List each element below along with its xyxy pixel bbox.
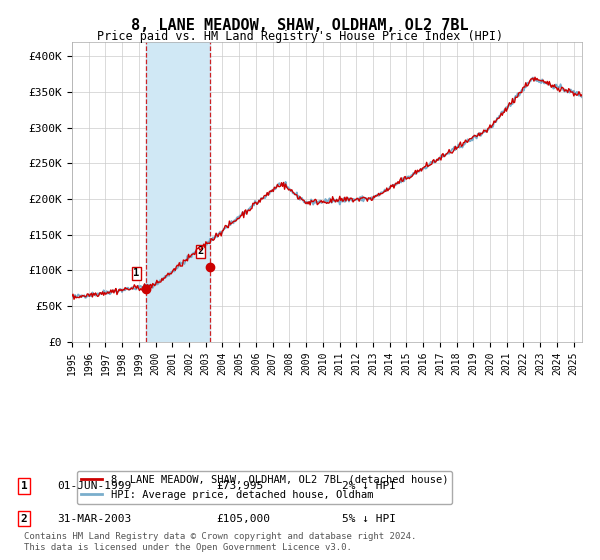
Text: Contains HM Land Registry data © Crown copyright and database right 2024.
This d: Contains HM Land Registry data © Crown c… [24, 532, 416, 552]
Text: 31-MAR-2003: 31-MAR-2003 [57, 514, 131, 524]
Text: Price paid vs. HM Land Registry's House Price Index (HPI): Price paid vs. HM Land Registry's House … [97, 30, 503, 43]
Text: 2% ↓ HPI: 2% ↓ HPI [342, 481, 396, 491]
Legend: 8, LANE MEADOW, SHAW, OLDHAM, OL2 7BL (detached house), HPI: Average price, deta: 8, LANE MEADOW, SHAW, OLDHAM, OL2 7BL (d… [77, 470, 452, 504]
Text: 2: 2 [197, 246, 204, 256]
Text: 2: 2 [20, 514, 28, 524]
Text: 01-JUN-1999: 01-JUN-1999 [57, 481, 131, 491]
Text: 1: 1 [20, 481, 28, 491]
Text: 5% ↓ HPI: 5% ↓ HPI [342, 514, 396, 524]
Text: 8, LANE MEADOW, SHAW, OLDHAM, OL2 7BL: 8, LANE MEADOW, SHAW, OLDHAM, OL2 7BL [131, 18, 469, 34]
Bar [146, 42, 210, 342]
Text: £105,000: £105,000 [216, 514, 270, 524]
Text: 1: 1 [133, 268, 140, 278]
Text: £73,995: £73,995 [216, 481, 263, 491]
